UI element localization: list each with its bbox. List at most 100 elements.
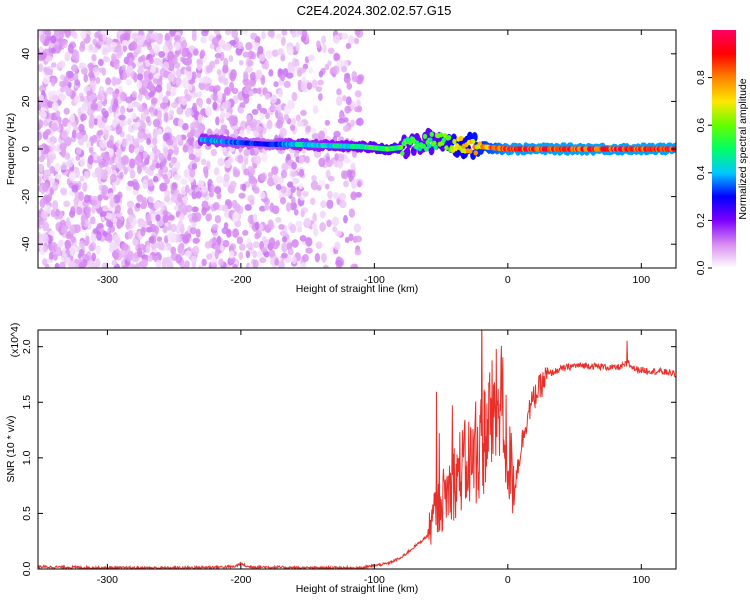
heatmap-cell bbox=[206, 253, 213, 260]
heatmap-cell bbox=[132, 138, 140, 146]
heatmap-cell bbox=[164, 190, 171, 198]
heatmap-cell bbox=[68, 260, 76, 268]
heatmap-cell bbox=[258, 53, 266, 62]
heatmap-cell bbox=[87, 260, 95, 268]
heatmap-cell bbox=[219, 111, 226, 120]
heatmap-cell bbox=[123, 56, 130, 65]
heatmap-cell bbox=[167, 72, 175, 82]
heatmap-cell bbox=[134, 101, 141, 108]
heatmap-cell bbox=[254, 232, 260, 240]
heatmap-cell bbox=[175, 76, 182, 87]
heatmap-cell bbox=[280, 54, 286, 62]
heatmap-cell bbox=[149, 57, 154, 65]
heatmap-cell bbox=[351, 178, 358, 189]
heatmap-cell bbox=[249, 199, 255, 206]
snr-y-tick-label: 2.0 bbox=[21, 339, 33, 354]
snr-y-scale-label: (x10^4) bbox=[9, 323, 21, 358]
heatmap-cell bbox=[90, 102, 98, 111]
heatmap-cell bbox=[38, 176, 42, 184]
heatmap-cell bbox=[276, 33, 282, 40]
heatmap-cell bbox=[180, 248, 185, 256]
heatmap-cell bbox=[101, 262, 109, 268]
heatmap-cell bbox=[291, 161, 297, 170]
heatmap-cell bbox=[218, 75, 225, 83]
heatmap-cell bbox=[220, 124, 228, 131]
heatmap-cell bbox=[79, 158, 86, 167]
heatmap-cell bbox=[182, 76, 190, 84]
heatmap-cell bbox=[299, 235, 307, 242]
heatmap-cell bbox=[63, 107, 70, 115]
heatmap-cell bbox=[79, 240, 85, 248]
heatmap-cell bbox=[103, 56, 111, 63]
heatmap-cell bbox=[52, 200, 59, 211]
heatmap-cell bbox=[322, 43, 327, 54]
heatmap-cell bbox=[54, 262, 60, 268]
snr-axes: -300 -200 -100 0 100 0.0 0.5 1.0 1.5 2.0 bbox=[21, 330, 676, 586]
heatmap-cell bbox=[317, 93, 323, 101]
heatmap-cell bbox=[312, 105, 319, 115]
heatmap-cell bbox=[206, 213, 213, 222]
heatmap-cell bbox=[248, 90, 254, 97]
heatmap-cell bbox=[137, 218, 145, 228]
heatmap-cell bbox=[144, 157, 150, 166]
heatmap-cell bbox=[267, 30, 275, 38]
snr-y-tick-label: 0.0 bbox=[21, 562, 33, 577]
heatmap-cell bbox=[404, 147, 411, 158]
heatmap-cell bbox=[307, 54, 315, 62]
heatmap-cell bbox=[69, 225, 76, 235]
heatmap-cell bbox=[119, 118, 125, 128]
heatmap-cell bbox=[210, 149, 218, 157]
heatmap-cell bbox=[177, 193, 183, 203]
heatmap-cell bbox=[67, 43, 74, 54]
heatmap-cell bbox=[151, 136, 158, 145]
heatmap-cell bbox=[320, 200, 327, 209]
spectrogram-heatmap bbox=[38, 30, 676, 268]
heatmap-cell bbox=[115, 52, 122, 59]
heatmap-cell bbox=[278, 224, 285, 230]
heatmap-cell bbox=[269, 104, 277, 112]
heatmap-cell bbox=[169, 109, 175, 116]
heatmap-cell bbox=[58, 93, 66, 101]
heatmap-cell bbox=[161, 139, 167, 148]
heatmap-cell bbox=[351, 76, 358, 82]
heatmap-cell bbox=[56, 246, 62, 257]
heatmap-cell bbox=[132, 237, 139, 247]
heatmap-cell bbox=[77, 137, 85, 146]
heatmap-cell bbox=[332, 226, 338, 233]
heatmap-cell bbox=[55, 208, 61, 217]
heatmap-cell bbox=[350, 162, 356, 170]
heatmap-cell bbox=[281, 242, 287, 253]
heatmap-cell bbox=[73, 95, 81, 104]
heatmap-cell bbox=[79, 40, 86, 49]
heatmap-cell bbox=[66, 122, 72, 131]
heatmap-cell bbox=[181, 122, 189, 131]
heatmap-cell bbox=[153, 57, 161, 66]
heatmap-cell bbox=[293, 209, 299, 216]
heatmap-cell bbox=[84, 170, 89, 180]
heatmap-cell bbox=[357, 180, 362, 188]
heatmap-cell bbox=[78, 261, 86, 268]
heatmap-cell bbox=[146, 138, 151, 146]
heatmap-cell bbox=[259, 257, 267, 264]
heatmap-cell bbox=[239, 129, 245, 137]
heatmap-cell bbox=[127, 102, 134, 110]
heatmap-cell bbox=[63, 85, 70, 92]
heatmap-cell bbox=[51, 62, 57, 68]
heatmap-cell bbox=[267, 219, 274, 229]
heatmap-cell bbox=[332, 34, 341, 43]
heatmap-cell bbox=[302, 190, 309, 197]
heatmap-cell bbox=[267, 171, 274, 179]
heatmap-cell bbox=[176, 106, 183, 115]
heatmap-cell bbox=[188, 153, 196, 161]
heatmap-cell bbox=[127, 250, 135, 261]
heatmap-cell bbox=[74, 79, 80, 87]
heatmap-cell bbox=[350, 263, 358, 268]
heatmap-cell bbox=[112, 90, 119, 99]
heatmap-cell bbox=[197, 91, 203, 98]
heatmap-cell bbox=[95, 245, 101, 255]
heatmap-cell bbox=[265, 112, 270, 120]
heatmap-cell bbox=[296, 121, 304, 127]
heatmap-cell bbox=[149, 151, 155, 161]
heatmap-cell bbox=[121, 243, 129, 251]
heatmap-cell bbox=[305, 125, 312, 133]
